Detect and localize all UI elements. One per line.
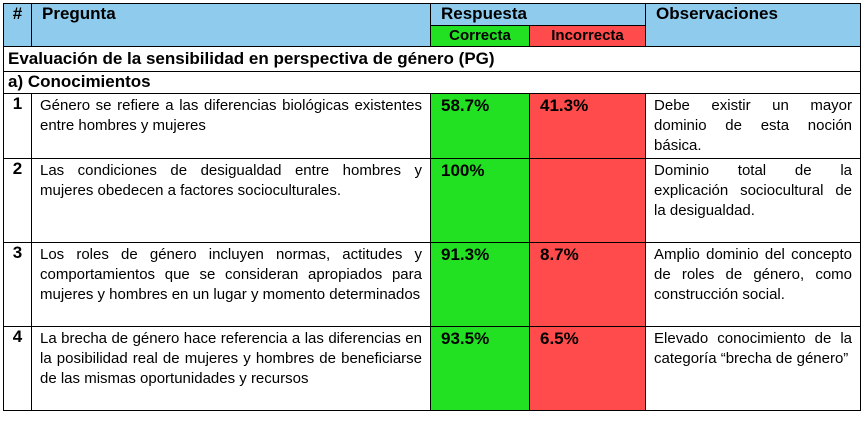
section-title: Evaluación de la sensibilidad en perspec…: [2, 46, 862, 72]
table-row: 4 La brecha de género hace referencia a …: [3, 326, 862, 411]
row-question: Género se refiere a las diferencias biol…: [31, 93, 431, 159]
row-observation: Debe existir un mayor dominio de esta no…: [645, 93, 862, 159]
row-correct-pct: 100%: [430, 158, 530, 243]
row-observation: Elevado conocimiento de la categoría “br…: [645, 326, 862, 411]
row-number: 4: [3, 326, 32, 411]
row-number: 3: [3, 242, 32, 327]
row-question: La brecha de género hace referencia a la…: [31, 326, 431, 411]
header-incorrecta: Incorrecta: [528, 25, 647, 47]
row-observation: Dominio total de la explicación sociocul…: [645, 158, 862, 243]
row-incorrect-pct: 41.3%: [528, 93, 647, 159]
row-observation: Amplio dominio del concepto de roles de …: [645, 242, 862, 327]
table-row: 3 Los roles de género incluyen normas, a…: [3, 242, 862, 327]
row-incorrect-pct: [528, 158, 647, 243]
header-correcta: Correcta: [430, 25, 530, 47]
table-row: 1 Género se refiere a las diferencias bi…: [3, 93, 862, 159]
header-number: #: [3, 3, 32, 47]
subsection-title: a) Conocimientos: [2, 71, 862, 94]
header-pregunta: Pregunta: [31, 3, 431, 47]
header-respuesta: Respuesta: [429, 3, 647, 26]
row-question: Los roles de género incluyen normas, act…: [31, 242, 431, 327]
row-question: Las condiciones de desigualdad entre hom…: [31, 158, 431, 243]
header-observaciones: Observaciones: [645, 3, 862, 47]
row-number: 1: [3, 93, 32, 159]
row-correct-pct: 58.7%: [430, 93, 530, 159]
evaluation-table-container: # Pregunta Respuesta Observaciones Corre…: [2, 3, 862, 411]
row-number: 2: [3, 158, 32, 243]
row-incorrect-pct: 8.7%: [528, 242, 647, 327]
table-row: 2 Las condiciones de desigualdad entre h…: [3, 158, 862, 243]
row-correct-pct: 93.5%: [430, 326, 530, 411]
row-correct-pct: 91.3%: [430, 242, 530, 327]
evaluation-table: # Pregunta Respuesta Observaciones Corre…: [2, 3, 862, 411]
row-incorrect-pct: 6.5%: [528, 326, 647, 411]
